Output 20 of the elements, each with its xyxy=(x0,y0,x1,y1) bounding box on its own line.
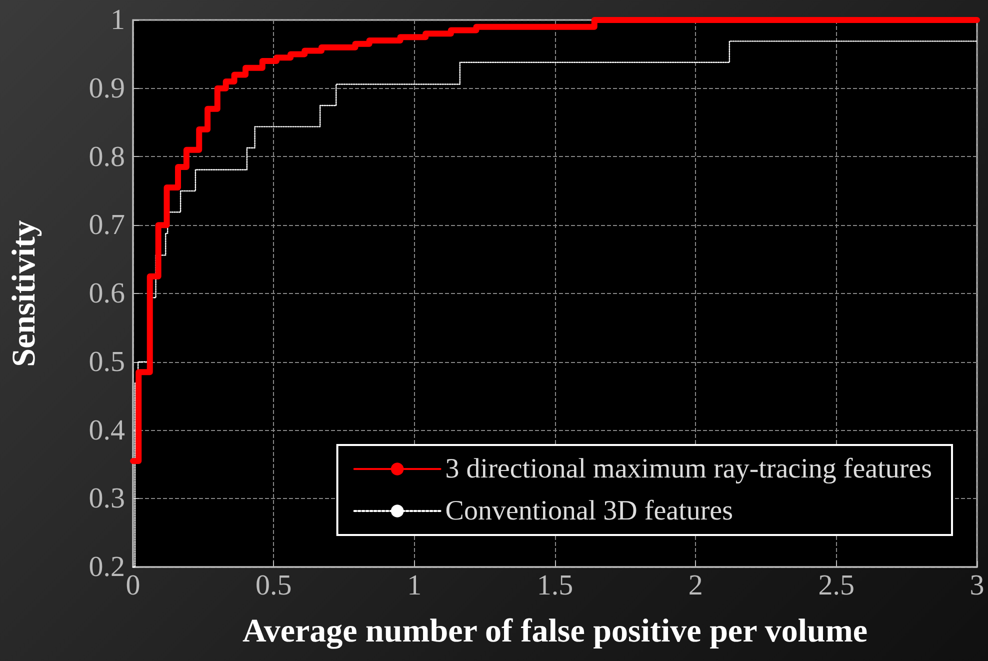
x-tick-label: 1.5 xyxy=(536,570,574,602)
y-tick-label: 0.5 xyxy=(88,346,125,378)
y-tick-label: 0.2 xyxy=(88,551,125,583)
x-tick-label: 0 xyxy=(126,570,140,602)
y-tick-label: 0.9 xyxy=(88,72,125,104)
x-tick-label: 0.5 xyxy=(256,570,292,602)
y-tick-label: 0.4 xyxy=(88,414,126,446)
x-tick-label: 2.5 xyxy=(818,570,854,602)
y-axis-title: Sensitivity xyxy=(6,220,42,367)
y-tick-label: 0.7 xyxy=(88,209,125,242)
y-tick-label: 1 xyxy=(110,4,125,36)
legend-label: Conventional 3D features xyxy=(445,496,734,526)
x-tick-label: 2 xyxy=(688,570,703,602)
x-tick-label: 1 xyxy=(407,570,422,602)
y-tick-label: 0.6 xyxy=(88,278,125,310)
x-axis-title: Average number of false positive per volume xyxy=(242,614,868,650)
legend-label: 3 directional maximum ray-tracing features xyxy=(445,454,932,484)
x-tick-label: 3 xyxy=(970,570,984,602)
y-tick-label: 0.8 xyxy=(88,140,125,173)
y-tick-label: 0.3 xyxy=(88,482,125,515)
